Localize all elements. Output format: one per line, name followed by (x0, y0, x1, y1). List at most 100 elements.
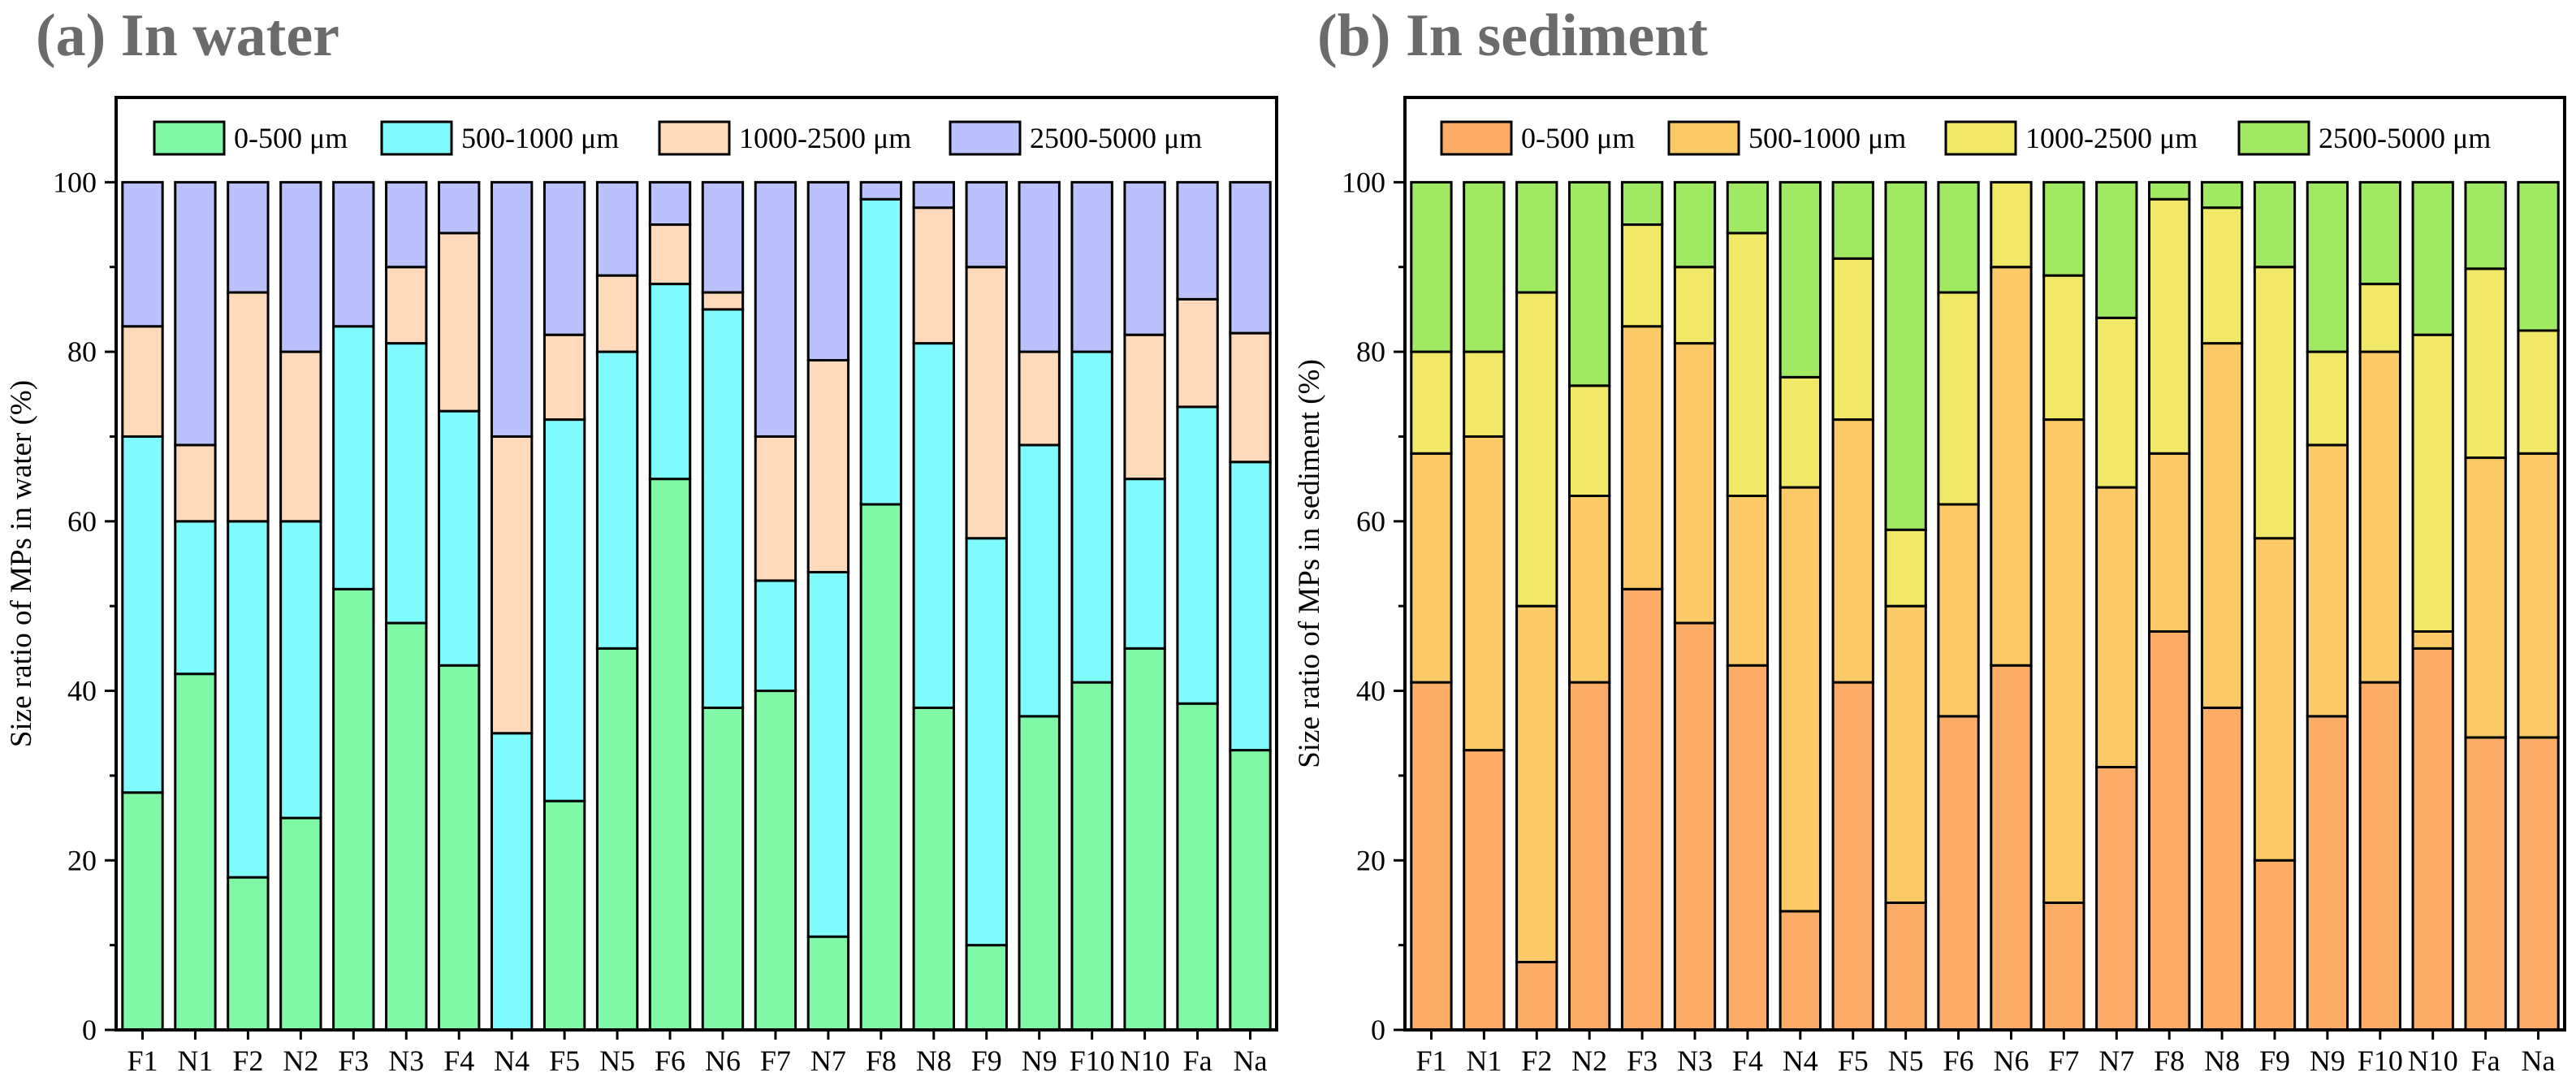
bar-segment (1884, 180, 1927, 531)
bar-segment (2095, 765, 2138, 1032)
bar-segment (912, 180, 955, 210)
bar-segment (2306, 180, 2349, 353)
bar-segment (2095, 316, 2138, 489)
x-tick-label: F9 (2259, 1045, 2290, 1077)
bar-segment (754, 180, 797, 438)
x-tick-label: Fa (1183, 1045, 1212, 1077)
bar-segment (1568, 180, 1611, 387)
bar-segment (279, 520, 322, 820)
bar-segment (1673, 342, 1717, 625)
x-tick-label: F2 (232, 1045, 263, 1077)
bar-segment (1515, 604, 1558, 964)
bar-segment (2306, 443, 2349, 718)
bar-segment (1673, 621, 1717, 1032)
bar-segment (701, 291, 745, 311)
legend-label: 0-500 μm (234, 122, 348, 154)
bar-segment (1123, 647, 1166, 1032)
bar-segment (2517, 736, 2560, 1032)
bar-segment (2517, 180, 2560, 332)
bar-segment (912, 706, 955, 1032)
bar-segment (1176, 180, 1219, 301)
x-tick-label: N7 (810, 1045, 846, 1077)
bar-segment (1568, 384, 1611, 498)
bar-segment (1070, 180, 1113, 353)
x-tick-label: F2 (1521, 1045, 1552, 1077)
bar-segment (1176, 702, 1219, 1032)
bar-segment (2358, 180, 2401, 286)
bar-segment (595, 350, 639, 650)
bar-segment (754, 435, 797, 582)
bar-segment (2358, 283, 2401, 353)
x-tick-label: N6 (705, 1045, 741, 1077)
bar-segment (2095, 486, 2138, 768)
bar-segment (1779, 486, 1822, 913)
bar-segment (806, 935, 850, 1032)
bar-segment (965, 266, 1008, 540)
x-tick-label: N1 (177, 1045, 213, 1077)
legend-swatch (1667, 120, 1740, 156)
bar-segment (806, 570, 850, 938)
bar-segment (648, 180, 692, 227)
bar-segment (542, 418, 586, 802)
bar-segment (806, 180, 850, 362)
y-tick-label: 0 (82, 1014, 97, 1046)
x-tick-label: N2 (1571, 1045, 1607, 1077)
x-tick-label: F10 (2358, 1045, 2403, 1077)
bar-segment (1884, 604, 1927, 904)
x-tick-label: F6 (655, 1045, 685, 1077)
bar-segment (2306, 350, 2349, 447)
y-tick-label: 80 (67, 335, 97, 368)
bar-segment (1831, 418, 1874, 684)
bar-segment (595, 180, 639, 277)
bar-segment (2411, 333, 2454, 633)
legend-label: 500-1000 μm (461, 122, 619, 154)
y-tick-label: 60 (67, 505, 97, 538)
bar-segment (2042, 180, 2085, 277)
bar-segment (1410, 681, 1453, 1032)
bar-segment (542, 799, 586, 1032)
legend-swatch (153, 120, 226, 156)
y-axis-label: Size ratio of MPs in water (%) (5, 380, 38, 747)
x-tick-label: N8 (2204, 1045, 2240, 1077)
legend-swatch (2237, 120, 2310, 156)
x-tick-label: F1 (1416, 1045, 1446, 1077)
bar-segment (1018, 443, 1061, 718)
bar-segment (595, 274, 639, 353)
bar-segment (1831, 681, 1874, 1032)
bar-segment (438, 231, 481, 413)
bar-segment (332, 587, 375, 1032)
bar-segment (2042, 274, 2085, 422)
bar-segment (965, 537, 1008, 947)
bar-segment (701, 706, 745, 1032)
x-tick-label: F3 (1627, 1045, 1658, 1077)
bar-segment (648, 223, 692, 286)
bar-segment (121, 435, 164, 794)
bar-segment (1410, 180, 1453, 353)
x-tick-label: F1 (127, 1045, 158, 1077)
y-tick-label: 100 (1342, 166, 1385, 198)
x-tick-label: F7 (760, 1045, 791, 1077)
y-tick-label: 0 (1371, 1014, 1385, 1046)
legend-label: 2500-5000 μm (2319, 122, 2491, 154)
bar-segment (227, 180, 270, 294)
bar-segment (227, 520, 270, 879)
bars (1410, 180, 2560, 1032)
bar-segment (1070, 681, 1113, 1032)
bar-segment (2306, 715, 2349, 1032)
x-tick-label: F3 (338, 1045, 369, 1077)
bar-segment (701, 180, 745, 294)
bar-segment (1018, 715, 1061, 1032)
y-tick-label: 40 (1356, 675, 1385, 707)
x-tick-label: N5 (1888, 1045, 1924, 1077)
legend-label: 1000-2500 μm (2025, 122, 2198, 154)
legend: 0-500 μm 500-1000 μm 1000-2500 μm 2500-5000… (1440, 120, 2491, 156)
bar-segment (1620, 325, 1664, 590)
panel-title: (b) In sediment (1317, 2, 1708, 69)
bar-segment (912, 206, 955, 345)
legend-label: 2500-5000 μm (1030, 122, 1202, 154)
bar-segment (1726, 180, 1770, 235)
bar-segment (1463, 350, 1506, 438)
y-tick-label: 100 (53, 166, 97, 198)
bar-segment (1673, 180, 1717, 269)
panel-water: (a) In water Size ratio of MPs in water (… (5, 2, 1278, 1077)
